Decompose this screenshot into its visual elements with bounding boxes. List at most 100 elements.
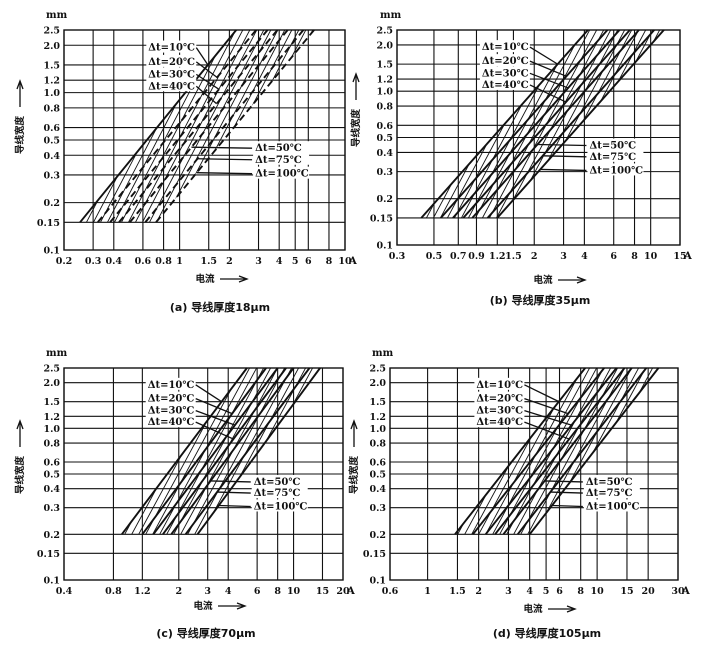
leader-line [195, 61, 218, 78]
x-tick-label: 6 [556, 586, 563, 597]
hatch-line [272, 20, 392, 245]
x-tick-label: 0.6 [382, 586, 399, 597]
y-tick-label: 0.5 [43, 470, 60, 481]
y-tick-label: 1.5 [376, 60, 393, 71]
y-tick-label: 0.2 [369, 530, 386, 541]
hatch-band [97, 358, 718, 580]
series-label: Δt=10℃ [482, 42, 529, 53]
hatch-line [635, 30, 664, 218]
x-tick-label: 0.6 [135, 256, 152, 267]
hatch-line [328, 358, 448, 580]
y-tick-label: 0.15 [363, 549, 386, 560]
series-line [440, 29, 609, 219]
hatch-line [699, 20, 718, 245]
series-line [152, 367, 279, 535]
y-tick-label: 0.3 [376, 167, 393, 178]
series-line [97, 29, 257, 223]
hatch-line [121, 368, 137, 535]
y-tick-label: 2.5 [43, 26, 60, 37]
series-label: Δt=75℃ [586, 488, 633, 499]
y-tick-label: 0.1 [369, 576, 386, 587]
hatch-line [467, 368, 589, 535]
leader-line [218, 504, 251, 508]
hatch-line [0, 20, 73, 250]
y-tick-label: 0.2 [376, 194, 393, 205]
y-axis-label: 导线宽度 [348, 456, 360, 495]
series-line [129, 29, 289, 223]
hatch-line [408, 358, 528, 580]
leader-line [210, 480, 251, 483]
y-unit-label: mm [46, 10, 68, 21]
y-tick-label: 0.1 [43, 246, 60, 257]
hatch-line [0, 358, 10, 580]
x-tick-label: 2 [226, 256, 233, 267]
series-label: Δt=50℃ [255, 143, 302, 154]
leader-line [195, 410, 236, 426]
hatch-line [692, 358, 718, 580]
x-tick-label: 8 [274, 586, 281, 597]
hatch-line [139, 358, 259, 580]
y-tick-label: 0.1 [376, 241, 393, 252]
hatch-line [307, 358, 427, 580]
hatch-line [162, 368, 284, 535]
leader-line [529, 46, 559, 65]
x-unit-label: A [683, 251, 692, 262]
y-tick-label: 2.5 [369, 364, 386, 375]
hatch-band [188, 20, 718, 245]
series-label: Δt=20℃ [476, 394, 523, 405]
x-axis-label: 电流 [193, 600, 213, 612]
x-arrow-head [238, 275, 249, 283]
hatch-line [188, 20, 308, 245]
y-unit-label: mm [372, 348, 394, 359]
x-tick-label: 6 [254, 586, 261, 597]
leader-line [195, 85, 218, 105]
series-line [118, 29, 279, 223]
x-tick-label: 0.3 [389, 251, 406, 262]
x-tick-label: 3 [255, 256, 262, 267]
hatch-line [230, 20, 350, 245]
x-tick-label: 1.5 [449, 586, 466, 597]
x-axis-label: 电流 [523, 603, 543, 615]
y-tick-label: 0.4 [43, 484, 60, 495]
y-arrow-head [16, 419, 24, 430]
x-tick-label: 4 [225, 586, 232, 597]
hatch-line [97, 358, 217, 580]
hatch-line [516, 368, 638, 535]
y-tick-label: 1.0 [376, 87, 393, 98]
series-label: Δt=10℃ [148, 43, 195, 54]
y-tick-label: 1.0 [43, 424, 60, 435]
hatch-line [614, 368, 659, 535]
series-label: Δt=30℃ [476, 406, 523, 417]
x-tick-label: 4 [526, 586, 533, 597]
hatch-line [421, 30, 435, 218]
hatch-line [664, 358, 718, 580]
hatch-band [0, 358, 528, 580]
hatch-line [121, 368, 144, 535]
hatch-line [0, 20, 10, 250]
hatch-line [195, 20, 315, 245]
x-tick-label: 8 [577, 586, 584, 597]
leader-line [542, 155, 587, 158]
hatch-line [474, 368, 596, 535]
hatch-line [134, 368, 256, 535]
y-tick-label: 0.3 [43, 503, 60, 514]
y-tick-label: 1.0 [369, 424, 386, 435]
series-label: Δt=40℃ [476, 417, 523, 428]
y-tick-label: 0.6 [376, 121, 393, 132]
x-tick-label: 3 [204, 586, 211, 597]
leader-line [524, 421, 570, 440]
y-tick-label: 0.3 [369, 503, 386, 514]
leader-line [195, 73, 220, 90]
series-label: Δt=100℃ [254, 501, 308, 512]
x-arrow-head [576, 276, 587, 284]
series-line [471, 29, 640, 219]
hatch-line [121, 368, 130, 535]
x-tick-label: 5 [292, 256, 299, 267]
y-tick-label: 0.4 [369, 484, 386, 495]
x-tick-label: 0.9 [468, 251, 485, 262]
hatch-line [373, 358, 493, 580]
hatch-line [685, 20, 718, 245]
hatch-line [345, 20, 465, 250]
hatch-line [628, 368, 659, 535]
series-label: Δt=30℃ [148, 406, 195, 417]
